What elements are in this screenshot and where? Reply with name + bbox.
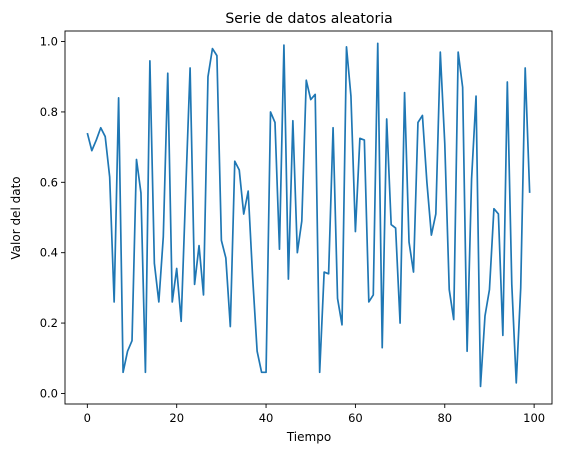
series-line-1 [86,42,531,388]
y-tick-label: 0.4 [40,246,58,260]
x-axis-label: Tiempo [286,430,331,444]
y-tick-label: 0.0 [40,386,58,400]
x-tick-label: 40 [259,411,274,425]
x-tick-label: 80 [437,411,452,425]
y-tick-label: 0.6 [40,175,58,189]
x-tick-label: 0 [84,411,91,425]
x-tick-label: 60 [348,411,363,425]
y-axis: 0.0 0.2 0.4 0.6 0.8 1.0 [40,35,65,400]
x-tick-label: 100 [523,411,545,425]
x-axis: 0 20 40 60 80 100 [84,404,545,425]
y-axis-label: Valor del dato [9,176,23,259]
plot-area [86,42,531,388]
y-tick-label: 0.8 [40,105,58,119]
y-tick-label: 1.0 [40,35,58,49]
axes-frame [64,30,553,405]
y-tick-label: 0.2 [40,316,58,330]
chart-title: Serie de datos aleatoria [225,11,392,27]
x-tick-label: 20 [169,411,184,425]
